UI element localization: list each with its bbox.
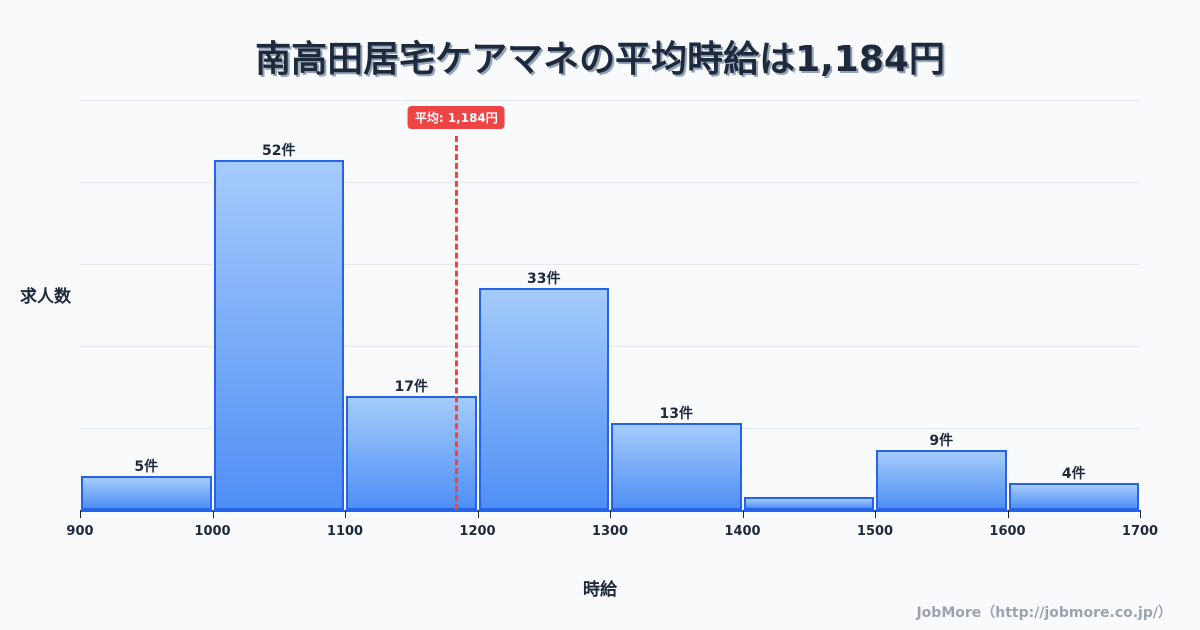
histogram-bar [346,395,477,510]
x-tick-label: 1300 [591,524,629,539]
x-tick [1140,510,1141,518]
x-tick-label: 900 [66,524,94,539]
x-tick [610,510,611,518]
x-tick-label: 1500 [856,524,894,539]
histogram-bar [876,449,1007,510]
histogram-bar [213,160,344,510]
histogram-bar [743,496,874,510]
gridline [80,182,1140,183]
histogram-bar [81,476,212,510]
bar-value-label: 5件 [134,459,159,476]
mean-line [455,136,459,510]
gridline [80,100,1140,101]
gridline [80,428,1140,429]
histogram-bar [611,422,742,510]
bar-value-label: 4件 [1061,466,1086,483]
x-tick [1007,510,1009,518]
x-tick-label: 1000 [194,524,231,539]
gridline [80,346,1140,347]
bar-value-label: 33件 [527,271,561,288]
x-tick-label: 1700 [1121,524,1159,539]
x-tick-label: 1400 [724,524,761,539]
bar-value-label: 52件 [262,143,296,160]
x-axis-label: 時給 [583,580,617,600]
bar-value-label: 17件 [394,378,428,395]
source-credit: JobMore（http://jobmore.co.jp/） [916,605,1172,621]
x-tick [742,510,744,518]
x-tick [212,510,214,518]
histogram-bar [478,288,609,510]
x-tick [875,510,876,518]
gridline [80,264,1140,265]
x-tick [345,510,346,518]
x-tick-label: 1600 [989,524,1026,539]
histogram-plot: 5件 52件 17件 33件 13件 9件 4件 900 1000 1100 1200 1300 140… [66,100,1158,539]
mean-badge: 平均: 1,184円 [407,106,505,129]
histogram-bar [1008,483,1139,510]
x-tick [477,510,479,518]
bar-value-label: 13件 [659,405,693,422]
y-axis-label: 求人数 [20,287,71,307]
chart-title: 南高田居宅ケアマネの平均時給は1,184円 [255,39,945,80]
x-tick [80,510,81,518]
bar-value-label: 9件 [929,432,954,449]
x-tick-label: 1100 [326,524,364,539]
x-tick-label: 1200 [459,524,496,539]
